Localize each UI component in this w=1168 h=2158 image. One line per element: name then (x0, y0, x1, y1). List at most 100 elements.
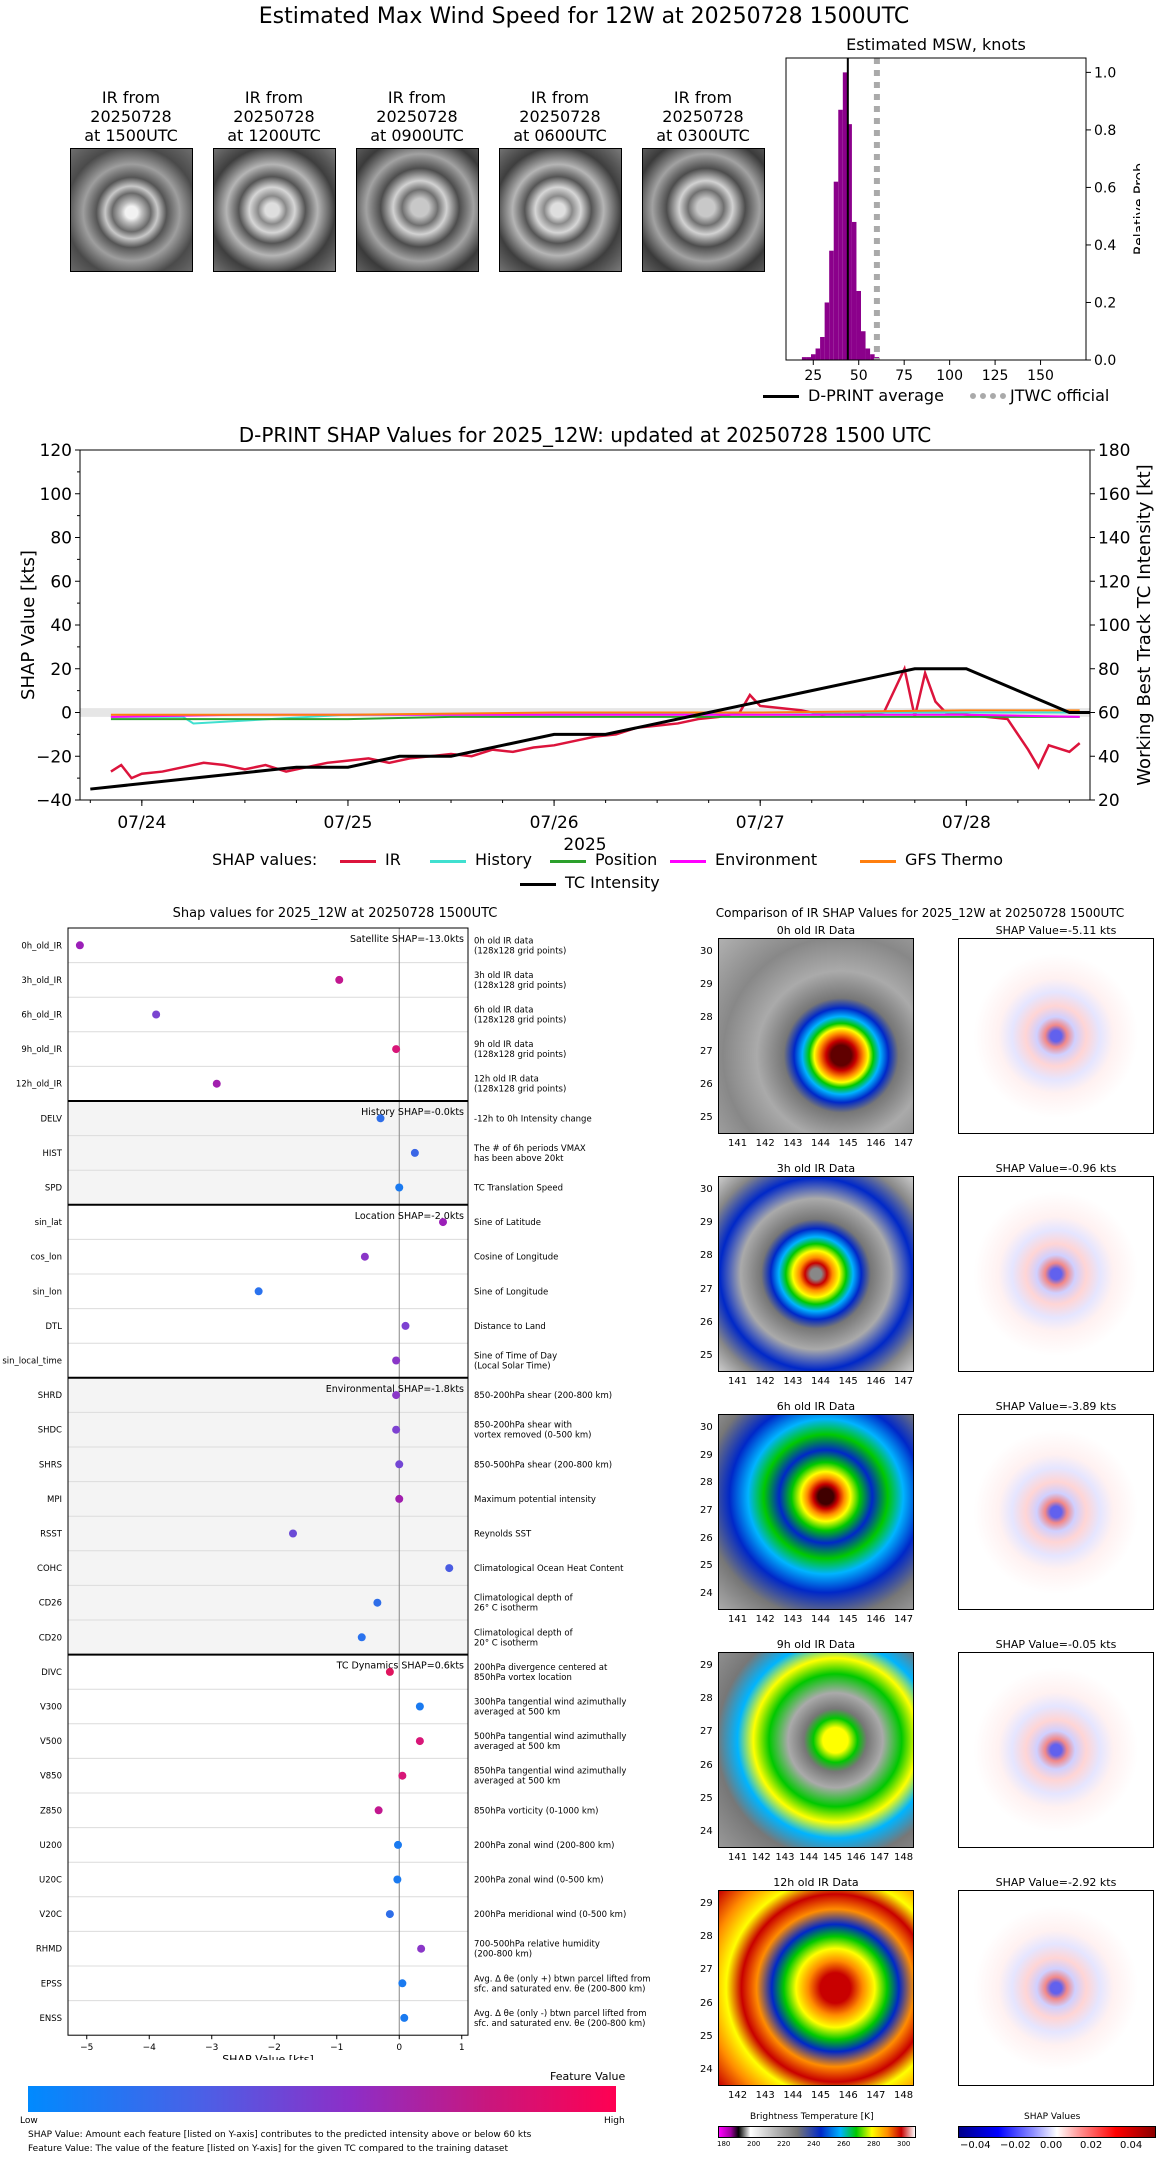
feature-desc: 850-200hPa shear with (474, 1421, 572, 1431)
feature-name: SHDC (38, 1426, 62, 1436)
series-gfs-thermo (110, 709, 1080, 716)
hist-ytick-label: 0.4 (1094, 238, 1116, 254)
feature-desc: (128x128 grid points) (474, 1085, 566, 1095)
ir-xtick-label: 147 (894, 1614, 914, 1625)
feature-name: HIST (43, 1149, 63, 1159)
shap-tick-label: 0.02 (1080, 2140, 1103, 2151)
legend-gfs-label: GFS Thermo (905, 850, 1003, 869)
hist-bar (806, 357, 811, 360)
feature-desc: 26° C isotherm (474, 1604, 538, 1614)
hist-bar (870, 354, 875, 360)
ir-thumbnail-image (70, 148, 193, 272)
feature-desc: (128x128 grid points) (474, 946, 566, 956)
feature-name: 12h_old_IR (16, 1080, 62, 1090)
feature-point (289, 1529, 297, 1538)
ir-xtick-label: 147 (866, 2090, 886, 2101)
feature-desc: (128x128 grid points) (474, 1050, 566, 1060)
shap-tick-label: 0.04 (1120, 2140, 1143, 2151)
feature-xtick-label: 1 (459, 2043, 465, 2053)
feature-xtick-label: −3 (205, 2043, 218, 2053)
feature-point (357, 1633, 366, 1642)
feature-point (392, 1356, 401, 1365)
feature-name: COHC (37, 1564, 62, 1574)
feature-point (415, 1737, 424, 1746)
feature-desc: 700-500hPa relative humidity (474, 1940, 600, 1950)
ir-row-title: 12h old IR Data (773, 1876, 859, 1889)
colorbar-low: Low (20, 2116, 38, 2126)
hist-bar (815, 348, 821, 360)
ir-image (718, 1652, 914, 1848)
feature-point (374, 1806, 383, 1815)
ir-image (718, 1890, 914, 2086)
group-label: History SHAP=-0.0kts (361, 1107, 464, 1118)
ts-y2tick-label: 160 (1098, 485, 1130, 505)
ir-xtick-label: 144 (811, 1138, 831, 1149)
feature-point (75, 941, 84, 950)
ir-row-title: 6h old IR Data (776, 1400, 856, 1413)
series-tc-intensity (90, 667, 1090, 791)
ts-y2tick-label: 80 (1098, 660, 1120, 680)
hist-legend: D-PRINT average JTWC official (760, 385, 1160, 407)
ir-ytick-label: 25 (700, 1350, 713, 1361)
feature-desc: Climatological depth of (474, 1594, 574, 1604)
ir-xtick-label: 143 (783, 1376, 803, 1387)
feature-desc: Climatological depth of (474, 1628, 574, 1638)
note-shap: SHAP Value: Amount each feature [listed … (28, 2130, 532, 2140)
feature-name: RHMD (36, 1945, 63, 1955)
feature-point (385, 1667, 394, 1676)
feature-point (392, 1391, 401, 1400)
feature-xtick-label: −2 (268, 2043, 281, 2053)
feature-name: sin_local_time (2, 1357, 62, 1367)
feature-desc: has been above 20kt (474, 1154, 564, 1164)
ts-xtick-label: 07/26 (530, 813, 579, 833)
feature-point (445, 1564, 454, 1573)
series-ir (110, 664, 1081, 780)
hist-bar (861, 331, 866, 360)
ts-y2tick-label: 60 (1098, 704, 1120, 724)
hist-bar (838, 109, 843, 361)
ir-xtick-label: 146 (846, 1852, 866, 1863)
legend-history-line (430, 860, 466, 863)
ir-ytick-label: 25 (700, 1560, 713, 1572)
ir-row-title: 9h old IR Data (776, 1638, 856, 1651)
legend-title: SHAP values: (212, 850, 318, 869)
feature-name: U200 (40, 1841, 62, 1851)
ir-ytick-label: 26 (700, 1316, 713, 1328)
ir-xtick-label: 142 (755, 1376, 775, 1387)
ts-y2tick-label: 140 (1098, 529, 1130, 549)
bt-tick-label: 280 (867, 2140, 881, 2148)
hist-xtick-label: 150 (1027, 368, 1054, 384)
feature-desc: Cosine of Longitude (474, 1253, 558, 1263)
ir-ytick-label: 25 (700, 1112, 713, 1123)
ts-y2tick-label: 180 (1098, 441, 1130, 461)
feature-name: V500 (40, 1737, 62, 1747)
feature-name: Z850 (40, 1806, 62, 1816)
group-label: TC Dynamics SHAP=0.6kts (336, 1661, 464, 1672)
legend-intensity-label: TC Intensity (565, 873, 660, 892)
hist-frame (785, 57, 1087, 361)
hist-ytick-label: 0.8 (1094, 123, 1116, 139)
hist-ytick-label: 0.6 (1094, 180, 1116, 196)
ir-xtick-label: 141 (728, 1614, 748, 1625)
bt-colorbar (718, 2126, 916, 2138)
ir-ytick-label: 27 (700, 1726, 713, 1738)
feature-point (398, 1979, 407, 1988)
ir-row-title: 0h old IR Data (776, 924, 856, 937)
feature-point (395, 1183, 404, 1192)
ir-image (718, 938, 914, 1134)
ir-xtick-label: 145 (838, 1376, 858, 1387)
ts-xtick-label: 07/25 (323, 813, 372, 833)
ir-xtick-label: 147 (894, 1376, 914, 1387)
ir-xtick-label: 143 (755, 2090, 775, 2101)
ir-xtick-label: 145 (838, 1614, 858, 1625)
ir-ytick-label: 29 (700, 979, 713, 991)
ir-thumbnail-image (356, 148, 479, 272)
ir-xtick-label: 141 (728, 1138, 748, 1149)
shap-row-title: SHAP Value=-5.11 kts (995, 924, 1117, 937)
feature-name: 3h_old_IR (21, 976, 62, 986)
ir-ytick-label: 29 (700, 1217, 713, 1229)
feature-desc: (128x128 grid points) (474, 981, 566, 991)
ir-xtick-label: 146 (866, 1376, 886, 1387)
ir-ytick-label: 27 (700, 1045, 713, 1057)
shap-image (958, 1414, 1154, 1610)
